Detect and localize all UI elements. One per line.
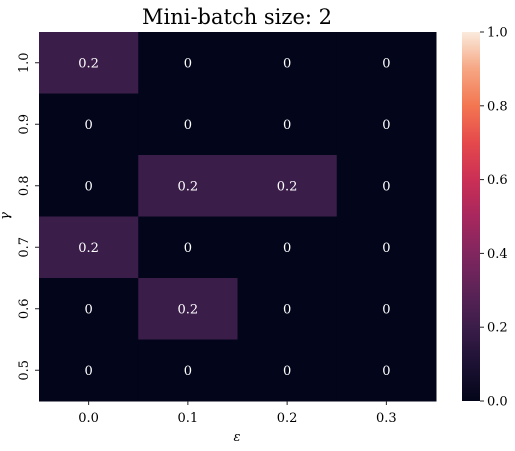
x-tick-label: 0.0 xyxy=(78,411,99,426)
cell-value-label: 0 xyxy=(382,118,390,133)
cell-value-label: 0.2 xyxy=(178,302,199,317)
cell-value-label: 0 xyxy=(283,118,291,133)
cell-value-label: 0.2 xyxy=(78,241,99,256)
y-axis-label: γ xyxy=(0,212,13,220)
cell-value-label: 0.2 xyxy=(277,179,298,194)
cell-value-label: 0 xyxy=(84,118,92,133)
heatmap-cell xyxy=(39,339,139,402)
heatmap-cell xyxy=(336,93,437,156)
cell-value-label: 0 xyxy=(184,241,192,256)
heatmap-cell xyxy=(39,216,139,279)
heatmap-cell xyxy=(336,278,437,340)
x-axis-label: ε xyxy=(234,430,241,445)
heatmap-cell xyxy=(336,32,437,94)
heatmap-cell xyxy=(237,32,338,94)
heatmap-cell xyxy=(138,93,238,156)
cell-value-label: 0.2 xyxy=(178,179,199,194)
heatmap-cell xyxy=(39,93,139,156)
cell-value-label: 0 xyxy=(84,302,92,317)
cell-value-label: 0 xyxy=(283,364,291,379)
y-tick-label: 1.0 xyxy=(17,52,32,73)
cell-value-label: 0 xyxy=(283,302,291,317)
cell-value-label: 0 xyxy=(382,302,390,317)
heatmap-cell xyxy=(39,278,139,340)
heatmap-cell xyxy=(336,339,437,402)
colorbar-axis: 0.0 0.2 0.4 0.6 0.8 1.0 xyxy=(480,26,508,410)
heatmap-cell xyxy=(138,32,238,94)
cell-value-label: 0.2 xyxy=(78,56,99,71)
heatmap-cell xyxy=(39,32,139,94)
cell-value-label: 0 xyxy=(184,364,192,379)
x-tick-label: 0.3 xyxy=(376,411,397,426)
cell-value-label: 0 xyxy=(382,364,390,379)
y-tick-label: 0.9 xyxy=(17,114,32,135)
cell-value-label: 0 xyxy=(184,56,192,71)
heatmap-cell xyxy=(237,216,338,279)
colorbar-tick-label: 0.0 xyxy=(487,395,508,410)
y-tick-label: 0.6 xyxy=(17,298,32,319)
colorbar-tick-label: 0.4 xyxy=(487,247,508,262)
heatmap-cell xyxy=(39,155,139,217)
colorbar-tick-label: 1.0 xyxy=(487,26,508,41)
y-tick-label: 0.5 xyxy=(17,360,32,381)
heatmap-cell xyxy=(237,278,338,340)
colorbar-tick-label: 0.8 xyxy=(487,99,508,114)
colorbar-tick-label: 0.2 xyxy=(487,321,508,336)
heatmap-cell xyxy=(237,339,338,402)
cell-value-label: 0 xyxy=(382,179,390,194)
colorbar-tick-label: 0.6 xyxy=(487,173,508,188)
heatmap-cell xyxy=(237,155,338,217)
heatmap-cell xyxy=(237,93,338,156)
cell-value-label: 0 xyxy=(84,364,92,379)
heatmap-cell xyxy=(138,278,238,340)
x-tick-label: 0.1 xyxy=(178,411,199,426)
cell-value-label: 0 xyxy=(283,56,291,71)
heatmap-cell xyxy=(138,339,238,402)
cell-value-label: 0 xyxy=(382,241,390,256)
heatmap-cell xyxy=(336,155,437,217)
chart-title: Mini-batch size: 2 xyxy=(142,5,332,29)
cell-value-label: 0 xyxy=(184,118,192,133)
heatmap-cell xyxy=(138,155,238,217)
heatmap-cell xyxy=(336,216,437,279)
cell-value-label: 0 xyxy=(283,241,291,256)
y-tick-label: 0.8 xyxy=(17,175,32,196)
heatmap-cells xyxy=(39,32,437,402)
x-tick-label: 0.2 xyxy=(277,411,298,426)
heatmap-cell-labels: 0.2 0 0 0 0 0 0 0 0 0.2 0.2 0 0.2 0 0 0 0 0.2 0 0 0 0 0 0 xyxy=(78,56,390,379)
x-axis: 0.0 0.1 0.2 0.3 xyxy=(78,401,397,426)
cell-value-label: 0 xyxy=(382,56,390,71)
y-tick-label: 0.7 xyxy=(17,237,32,258)
heatmap-cell xyxy=(138,216,238,279)
cell-value-label: 0 xyxy=(84,179,92,194)
colorbar xyxy=(462,32,480,401)
y-axis: 1.0 0.9 0.8 0.7 0.6 0.5 xyxy=(17,52,39,381)
